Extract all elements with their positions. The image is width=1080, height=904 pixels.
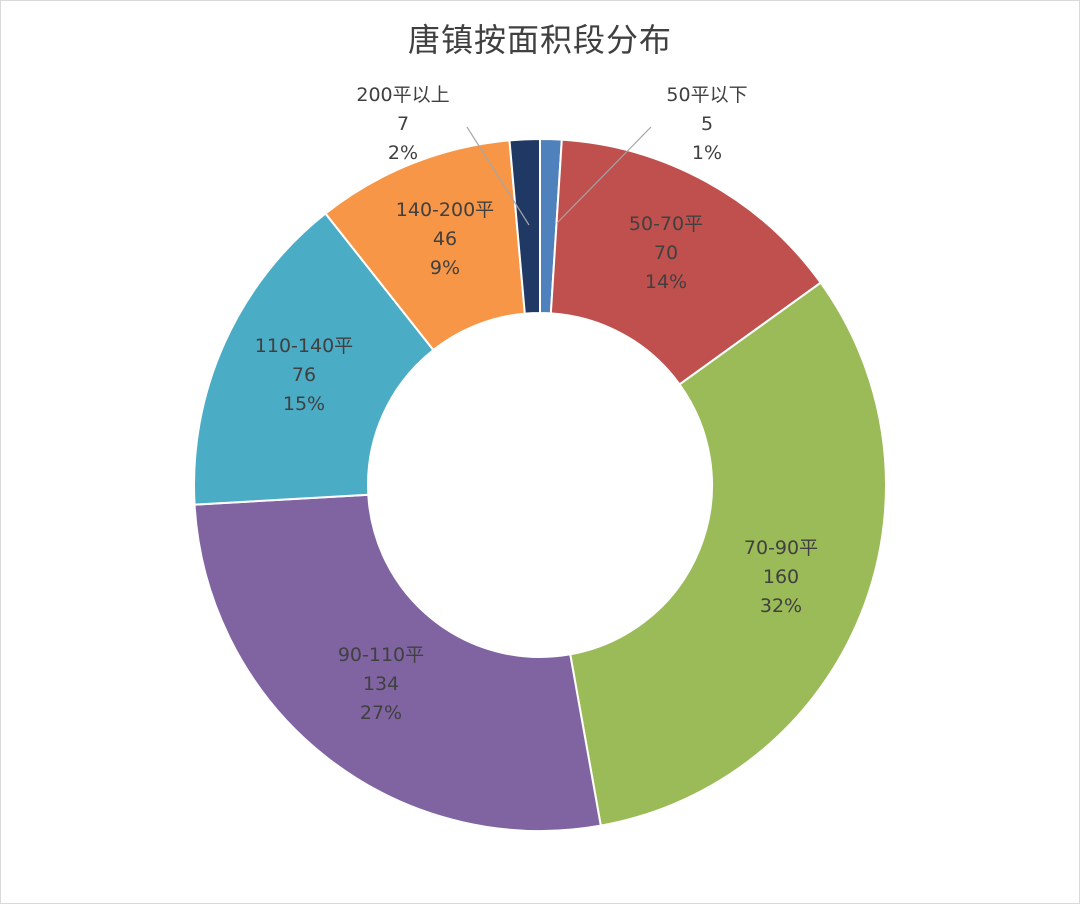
label-percent: 9% [430, 257, 460, 279]
chart-title: 唐镇按面积段分布 [407, 21, 672, 59]
label-category: 200平以上 [356, 84, 449, 106]
leader-line-7 [466, 126, 530, 226]
data-label-5: 110-140平 76 15% [255, 335, 353, 415]
label-category: 140-200平 [396, 199, 494, 221]
label-percent: 14% [645, 271, 687, 293]
label-percent: 1% [692, 142, 722, 164]
label-category: 110-140平 [255, 335, 353, 357]
label-value: 7 [397, 113, 409, 135]
slice-7 [508, 137, 541, 315]
leader-line-1 [556, 126, 652, 224]
data-label-1: 50平以下 5 1% [666, 84, 747, 164]
data-label-7: 200平以上 7 2% [356, 84, 449, 164]
label-category: 50平以下 [666, 84, 747, 106]
slice-2 [549, 138, 823, 386]
label-category: 90-110平 [338, 644, 424, 666]
data-label-6: 140-200平 46 9% [396, 199, 494, 279]
slice-5 [193, 212, 435, 506]
label-percent: 2% [388, 142, 418, 164]
data-label-2: 50-70平 70 14% [629, 213, 703, 293]
label-value: 160 [763, 566, 799, 588]
label-value: 46 [433, 228, 457, 250]
leader-lines-group [466, 126, 652, 226]
label-percent: 27% [360, 702, 402, 724]
label-percent: 32% [760, 595, 802, 617]
data-label-3: 70-90平 160 32% [744, 537, 818, 617]
label-percent: 15% [283, 393, 325, 415]
label-value: 5 [701, 113, 713, 135]
slices-group [193, 137, 887, 832]
data-label-4: 90-110平 134 27% [338, 644, 424, 724]
slice-4 [193, 493, 602, 832]
label-category: 50-70平 [629, 213, 703, 235]
label-value: 76 [292, 364, 316, 386]
data-labels-group: 50平以下 5 1% 50-70平 70 14% 70-90平 160 32% 90-110平 13… [255, 84, 818, 724]
slice-3 [569, 281, 887, 827]
label-value: 134 [363, 673, 399, 695]
label-category: 70-90平 [744, 537, 818, 559]
label-value: 70 [654, 242, 678, 264]
